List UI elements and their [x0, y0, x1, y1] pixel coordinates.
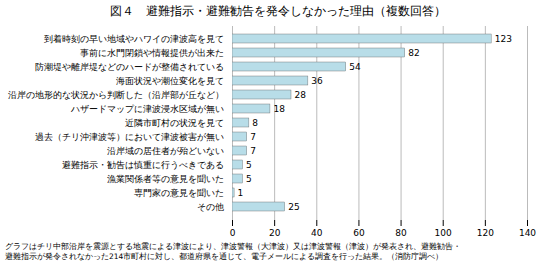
- svg-text:漁業関係者等の意見を聞いた: 漁業関係者等の意見を聞いた: [107, 174, 224, 184]
- svg-text:18: 18: [273, 104, 285, 114]
- svg-text:過去（チリ沖津波等）において津波被害が無い: 過去（チリ沖津波等）において津波被害が無い: [35, 132, 224, 142]
- svg-text:40: 40: [311, 228, 323, 238]
- svg-text:防潮堤や離岸堤などのハードが整備されている: 防潮堤や離岸堤などのハードが整備されている: [35, 62, 224, 72]
- svg-text:120: 120: [477, 228, 494, 238]
- svg-text:7: 7: [250, 132, 256, 142]
- svg-text:25: 25: [288, 202, 299, 212]
- svg-text:5: 5: [246, 174, 252, 184]
- svg-text:36: 36: [311, 76, 323, 86]
- svg-text:事前に水門閉鎖や情報提供が出来た: 事前に水門閉鎖や情報提供が出来た: [80, 48, 224, 58]
- svg-text:20: 20: [269, 228, 281, 238]
- html-text:図４ 避難指示・避難勧告を発令しなかった理由（複数回答）: 図４ 避難指示・避難勧告を発令しなかった理由（複数回答）: [109, 4, 446, 18]
- svg-text:ハザードマップに津波浸水区域が無い: ハザードマップに津波浸水区域が無い: [70, 104, 224, 114]
- svg-text:28: 28: [295, 90, 307, 100]
- svg-text:123: 123: [495, 34, 512, 44]
- svg-text:100: 100: [435, 228, 452, 238]
- svg-text:80: 80: [395, 228, 407, 238]
- svg-text:8: 8: [252, 118, 258, 128]
- svg-text:避難指示・勧告は慎重に行うべきである: 避難指示・勧告は慎重に行うべきである: [62, 160, 224, 170]
- html-text:グラフはチリ中部沿岸を震源とする地震による津波により、津波警: グラフはチリ中部沿岸を震源とする地震による津波により、津波警報（大津波）又は津波…: [5, 242, 461, 251]
- svg-text:1: 1: [238, 188, 244, 198]
- svg-text:近隣市町村の状況を見て: 近隣市町村の状況を見て: [125, 118, 224, 128]
- svg-text:5: 5: [246, 160, 252, 170]
- svg-text:54: 54: [349, 62, 361, 72]
- svg-text:沿岸の地形的な状況から判断した（沿岸部が丘など）: 沿岸の地形的な状況から判断した（沿岸部が丘など）: [8, 90, 224, 100]
- svg-text:海面状況や潮位変化を見て: 海面状況や潮位変化を見て: [116, 76, 224, 86]
- svg-text:7: 7: [250, 146, 256, 156]
- html-text:避難指示が発令されなかった214市町村に対し、都道府県を通じ: 避難指示が発令されなかった214市町村に対し、都道府県を通じて、電子メールによる…: [5, 251, 444, 261]
- svg-text:140: 140: [519, 228, 536, 238]
- svg-text:82: 82: [408, 48, 419, 58]
- svg-text:0: 0: [230, 228, 236, 238]
- svg-text:沿岸域の居住者が殆どいない: 沿岸域の居住者が殆どいない: [107, 146, 224, 156]
- svg-text:専門家の意見を聞いた: 専門家の意見を聞いた: [134, 188, 224, 198]
- svg-text:60: 60: [353, 228, 365, 238]
- svg-text:到着時刻の早い地域やハワイの津波高を見て: 到着時刻の早い地域やハワイの津波高を見て: [44, 34, 224, 44]
- svg-text:その他: その他: [197, 202, 224, 212]
